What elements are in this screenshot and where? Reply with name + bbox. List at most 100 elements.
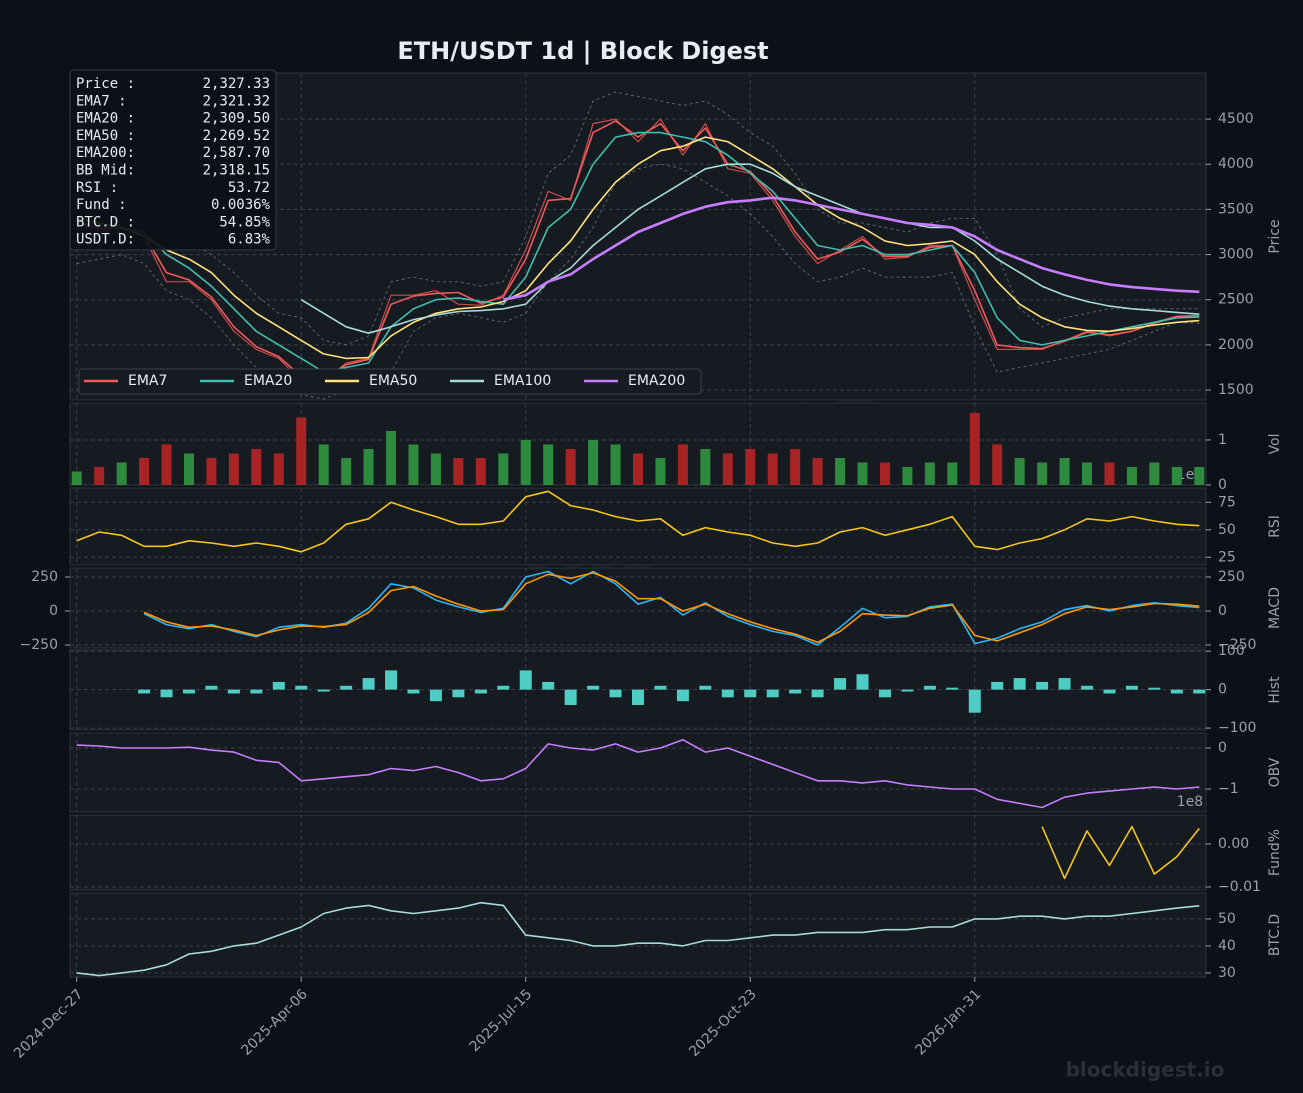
volume-bar: [879, 462, 890, 485]
hist-bar: [1103, 689, 1116, 694]
volume-bar: [610, 444, 621, 485]
info-value: 0.0036%: [211, 197, 271, 213]
legend-label: EMA50: [369, 373, 417, 389]
volume-bar: [1104, 462, 1115, 485]
bb-upper: [76, 91, 1200, 346]
hist-bar: [766, 689, 779, 698]
info-label: Price :: [76, 76, 135, 92]
hist-bar: [272, 681, 285, 690]
y-axis-label: BTC.D: [1267, 914, 1283, 956]
panel-frame: [69, 567, 1207, 649]
hist-bar: [834, 678, 847, 690]
y-tick-label: 1: [1218, 432, 1227, 448]
volume-bar: [902, 466, 913, 485]
hist-bar: [968, 689, 981, 713]
hist-bar: [923, 685, 936, 690]
y-tick-label: 250: [1218, 569, 1245, 585]
volume-bar: [790, 448, 801, 485]
volume-bar: [386, 430, 397, 485]
hist-bar: [340, 685, 353, 690]
info-label: Fund :: [76, 197, 127, 213]
legend-label: EMA100: [494, 373, 551, 389]
hist-bar: [744, 689, 757, 698]
volume-bar: [318, 444, 329, 485]
hist-bar: [856, 674, 869, 690]
y-axis-label: RSI: [1267, 515, 1283, 538]
hist-bar: [789, 689, 802, 694]
panel-frame: [69, 487, 1207, 566]
info-label: BB Mid:: [76, 163, 135, 179]
volume-bar: [475, 457, 486, 485]
hist-bar: [497, 685, 510, 690]
series-line: [1041, 825, 1200, 880]
info-value: 54.85%: [219, 214, 270, 230]
hist-bar: [609, 689, 622, 698]
volume-bar: [408, 444, 419, 485]
bb-lower: [76, 163, 1200, 400]
series-line: [76, 490, 1200, 553]
y-axis-label: Vol: [1267, 434, 1283, 455]
hist-bar: [519, 670, 532, 690]
volume-bar: [520, 439, 531, 485]
legend-label: EMA20: [244, 373, 292, 389]
panel-frame: [69, 892, 1207, 978]
hist-bar: [901, 689, 914, 692]
volume-bar: [835, 457, 846, 485]
hist-bar: [878, 689, 891, 698]
y-axis-label: Price: [1267, 219, 1283, 253]
volume-bar: [992, 444, 1003, 485]
info-label: BTC.D :: [76, 214, 135, 230]
series-line: [143, 572, 1200, 644]
info-label: EMA20 :: [76, 111, 135, 127]
panel-frame: [69, 814, 1207, 891]
hist-bar: [587, 685, 600, 690]
volume-bar: [71, 471, 82, 485]
volume-bar: [296, 417, 307, 485]
volume-bar: [94, 466, 105, 485]
volume-bar: [1171, 466, 1182, 485]
volume-bar: [677, 444, 688, 485]
y-tick-label: 25: [1218, 549, 1236, 565]
volume-bar: [273, 453, 284, 485]
hist-bar: [227, 689, 240, 694]
series-line: [76, 901, 1200, 977]
hist-bar: [1013, 678, 1026, 690]
series-line: [76, 739, 1200, 809]
volume-bar: [430, 453, 441, 485]
offset-label: 1e8: [1177, 794, 1203, 810]
y-tick-label: 0: [49, 603, 58, 619]
volume-bar: [633, 453, 643, 485]
info-label: EMA50 :: [76, 128, 135, 144]
hist-bar: [362, 678, 375, 690]
y-axis-label: MACD: [1267, 587, 1283, 629]
volume-bar: [161, 444, 172, 485]
info-label: RSI :: [76, 180, 118, 196]
info-value: 2,327.33: [203, 76, 270, 92]
y-tick-label: 50: [1218, 522, 1236, 538]
hist-bar: [1170, 689, 1183, 694]
hist-bar: [138, 689, 151, 694]
volume-bar: [1194, 466, 1205, 485]
info-label: EMA7 :: [76, 93, 127, 109]
hist-bar: [474, 689, 487, 694]
volume-bar: [565, 448, 576, 485]
hist-bar: [699, 685, 712, 690]
y-tick-label: −0.01: [1218, 879, 1261, 895]
volume-bar: [1014, 457, 1025, 485]
volume-bar: [363, 448, 374, 485]
volume-bar: [543, 444, 554, 485]
ema-line: [76, 120, 1200, 380]
ema-line: [503, 196, 1200, 301]
info-box: [69, 69, 277, 251]
volume-bar: [116, 462, 127, 485]
hist-bar: [1125, 685, 1138, 690]
volume-bar: [722, 453, 733, 485]
info-value: 2,587.70: [203, 145, 270, 161]
hist-bar: [182, 689, 195, 694]
volume-bar: [812, 457, 823, 485]
y-tick-label: 75: [1218, 494, 1236, 510]
hist-bar: [991, 681, 1004, 690]
hist-bar: [317, 689, 330, 692]
volume-bar: [453, 457, 464, 485]
ema-line: [76, 136, 1200, 360]
